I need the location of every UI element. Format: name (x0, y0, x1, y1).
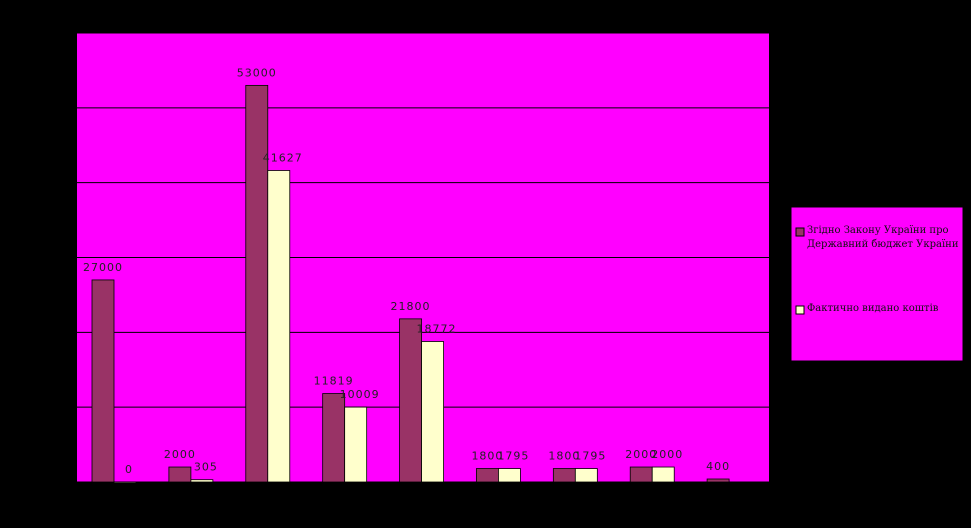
bar (399, 318, 422, 483)
value-label: 21800 (391, 300, 431, 313)
value-label: 2000 (625, 448, 657, 461)
bar (706, 478, 730, 483)
value-label: 1795 (574, 450, 606, 463)
legend-entry: Фактично видано коштів (807, 303, 939, 314)
value-label: 2000 (651, 448, 683, 461)
value-label: 400 (706, 460, 730, 473)
bar (91, 279, 115, 483)
bar (574, 468, 598, 483)
value-label: 0 (125, 463, 133, 476)
value-label: 18772 (417, 323, 457, 336)
value-label: 305 (194, 461, 218, 474)
legend-label: Згідно Закону України про Державний бюдж… (807, 225, 959, 250)
legend-swatch (795, 305, 805, 315)
bar (476, 468, 499, 483)
value-label: 53000 (237, 66, 277, 79)
value-label: 11819 (314, 375, 354, 388)
bar (245, 84, 269, 483)
legend: Згідно Закону України про Державний бюдж… (790, 206, 964, 362)
value-label: 27000 (83, 261, 123, 274)
bar (190, 479, 214, 483)
value-label: 1795 (497, 450, 529, 463)
bar (267, 170, 291, 483)
value-label: 10009 (340, 388, 380, 401)
value-label: 1800 (471, 450, 503, 463)
bar (344, 406, 368, 483)
bar (498, 468, 521, 483)
value-label: 2000 (164, 448, 196, 461)
legend-entry: Згідно Закону України про Державний бюдж… (807, 225, 959, 250)
bar (113, 481, 137, 484)
bar (421, 341, 444, 483)
value-label: 1800 (548, 450, 580, 463)
legend-box (790, 206, 964, 362)
bar (651, 466, 675, 483)
bar (552, 468, 576, 483)
legend-swatch (795, 227, 805, 237)
bar (322, 393, 346, 483)
value-label: 41627 (263, 151, 303, 164)
legend-label: Фактично видано коштів (807, 303, 939, 314)
bar (168, 466, 192, 483)
bar (629, 466, 653, 483)
